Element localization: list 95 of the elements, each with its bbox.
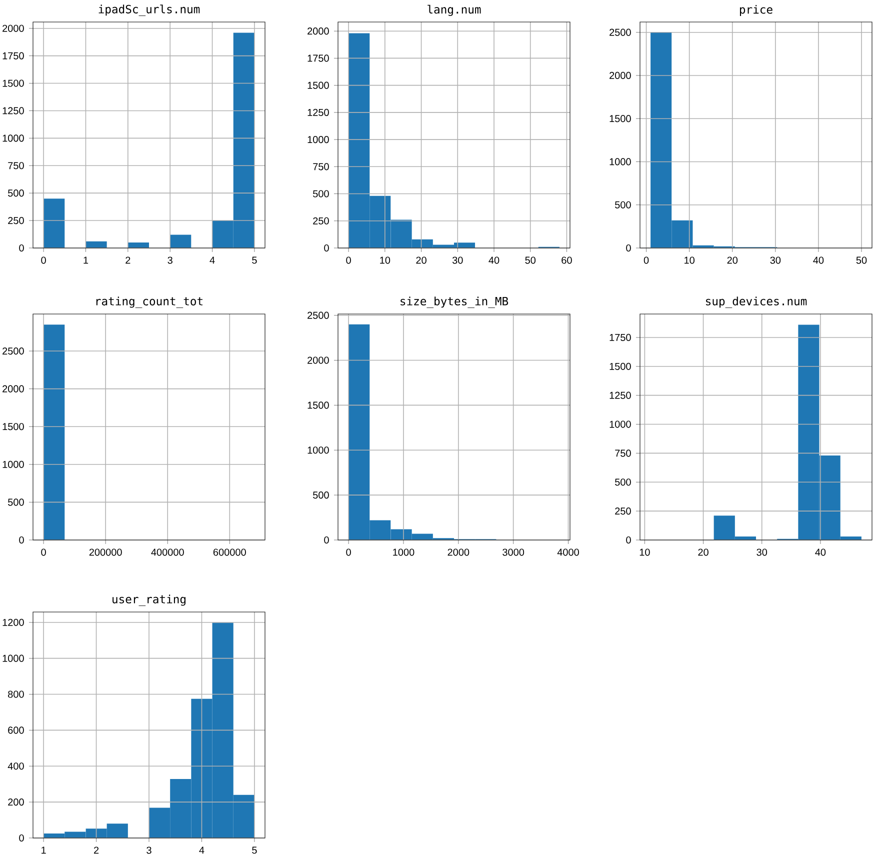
x-tick-label: 30 <box>756 548 768 556</box>
y-tick-label: 1000 <box>308 136 329 144</box>
y-tick-label: 0 <box>626 536 631 544</box>
y-tick-label: 2000 <box>308 28 329 35</box>
chart-title: user_rating <box>112 594 186 606</box>
y-tick-label: 1250 <box>308 108 329 116</box>
x-tick-label: 10 <box>380 256 390 264</box>
y-tick-label: 0 <box>19 244 24 252</box>
y-tick-label: 1500 <box>2 423 24 430</box>
x-tick-label: 5 <box>252 256 257 264</box>
chart-title: size_bytes_in_MB <box>400 296 508 308</box>
y-tick-label: 500 <box>615 478 631 486</box>
x-tick-label: 4000 <box>557 548 579 556</box>
y-tick-label: 2500 <box>2 347 24 355</box>
x-tick-label: 600000 <box>213 548 246 556</box>
chart-title: lang.num <box>428 4 481 16</box>
x-tick-label: 0 <box>41 256 46 264</box>
chart-title: ipadSc_urls.num <box>98 4 200 16</box>
chart-title: rating_count_tot <box>96 296 202 308</box>
y-tick-label: 1000 <box>2 134 24 142</box>
y-tick-label: 250 <box>313 217 329 224</box>
y-tick-label: 0 <box>324 536 329 544</box>
y-tick-label: 250 <box>615 508 631 515</box>
x-tick-label: 40 <box>813 256 824 264</box>
y-tick-label: 1750 <box>308 54 329 62</box>
x-tick-label: 30 <box>770 256 781 264</box>
x-tick-label: 40 <box>488 256 500 264</box>
x-tick-label: 3000 <box>502 548 524 556</box>
x-tick-label: 20 <box>727 256 738 264</box>
y-tick-label: 800 <box>8 690 24 698</box>
y-tick-label: 2500 <box>308 312 329 319</box>
y-tick-label: 1500 <box>308 402 329 409</box>
y-tick-label: 0 <box>324 244 329 252</box>
y-tick-label: 500 <box>313 492 329 499</box>
x-tick-label: 5 <box>252 846 257 854</box>
x-tick-label: 60 <box>562 256 572 264</box>
y-tick-label: 500 <box>8 190 24 197</box>
y-tick-label: 1250 <box>2 107 24 114</box>
y-tick-label: 1500 <box>610 362 631 370</box>
x-tick-label: 2 <box>94 846 99 854</box>
y-tick-label: 600 <box>8 726 24 734</box>
y-tick-label: 1000 <box>610 158 631 166</box>
x-tick-label: 30 <box>452 256 463 264</box>
y-tick-label: 0 <box>19 536 24 544</box>
y-tick-label: 1500 <box>308 82 329 89</box>
y-tick-label: 2000 <box>308 356 329 364</box>
x-tick-label: 2000 <box>448 548 470 556</box>
x-tick-label: 3 <box>146 846 152 854</box>
y-tick-label: 1000 <box>610 420 631 428</box>
y-tick-label: 750 <box>615 450 631 457</box>
y-tick-label: 1200 <box>2 618 24 626</box>
y-tick-label: 2500 <box>610 28 631 36</box>
x-tick-label: 2 <box>126 256 130 264</box>
y-tick-label: 750 <box>8 162 24 170</box>
y-tick-label: 1750 <box>2 52 24 60</box>
x-tick-label: 3 <box>168 256 172 264</box>
x-tick-label: 1000 <box>393 548 414 556</box>
y-tick-label: 400 <box>8 762 24 770</box>
y-tick-label: 2000 <box>2 24 24 32</box>
y-tick-label: 1500 <box>610 115 631 122</box>
x-tick-label: 1 <box>42 846 46 854</box>
x-tick-label: 400000 <box>151 548 184 556</box>
x-tick-label: 10 <box>640 548 650 556</box>
y-tick-label: 1000 <box>308 446 329 454</box>
y-tick-label: 0 <box>19 834 24 842</box>
y-tick-label: 250 <box>8 216 24 224</box>
x-tick-label: 40 <box>815 548 826 556</box>
x-tick-label: 10 <box>684 256 694 264</box>
y-tick-label: 1500 <box>2 80 24 87</box>
x-tick-label: 20 <box>698 548 708 556</box>
y-tick-label: 200 <box>8 798 24 806</box>
x-tick-label: 4 <box>199 846 204 854</box>
y-tick-label: 0 <box>626 244 631 252</box>
y-tick-label: 500 <box>8 498 24 506</box>
x-tick-label: 1 <box>84 256 88 264</box>
x-tick-label: 50 <box>856 256 867 264</box>
y-tick-label: 1250 <box>610 392 631 399</box>
y-tick-label: 500 <box>313 190 329 198</box>
y-tick-label: 750 <box>313 163 329 170</box>
x-tick-label: 50 <box>525 256 536 264</box>
y-tick-label: 1750 <box>610 334 631 342</box>
chart-title: price <box>740 4 772 16</box>
x-tick-label: 4 <box>210 256 215 264</box>
chart-title: sup_devices.num <box>706 296 807 308</box>
y-tick-label: 500 <box>615 201 631 208</box>
y-tick-label: 2000 <box>610 72 631 80</box>
x-tick-label: 200000 <box>89 548 122 556</box>
x-tick-label: 0 <box>644 256 649 264</box>
x-tick-label: 0 <box>41 548 46 556</box>
y-tick-label: 2000 <box>2 385 24 392</box>
x-tick-label: 0 <box>346 548 351 556</box>
x-tick-label: 0 <box>346 256 351 264</box>
y-tick-label: 1000 <box>2 654 24 662</box>
y-tick-label: 1000 <box>2 460 24 468</box>
x-tick-label: 20 <box>416 256 426 264</box>
